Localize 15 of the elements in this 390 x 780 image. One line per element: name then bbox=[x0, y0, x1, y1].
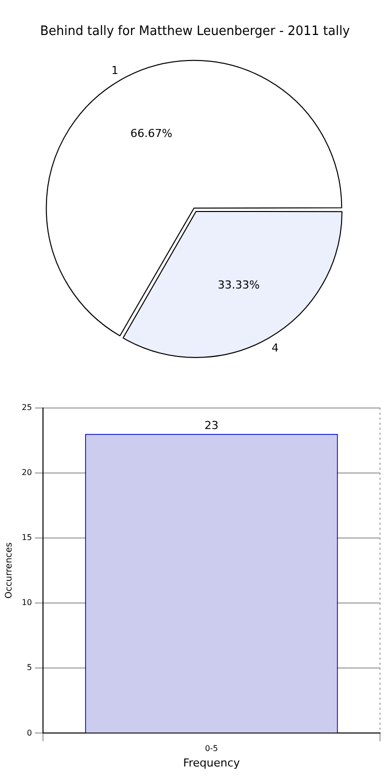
data-label: 33.33% bbox=[218, 278, 260, 292]
slice-label: 4 bbox=[272, 341, 279, 354]
x-axis-title: Frequency bbox=[183, 756, 240, 770]
data-label: 23 bbox=[204, 419, 218, 432]
y-tick-label: 15 bbox=[22, 533, 32, 542]
y-axis-title: Occurrences bbox=[4, 542, 15, 599]
y-tick-label: 10 bbox=[22, 598, 32, 608]
y-tick-label: 25 bbox=[22, 402, 32, 412]
y-tick-label: 5 bbox=[26, 663, 32, 672]
y-tick-label: 0 bbox=[26, 728, 32, 738]
x-tick-label: 0-5 bbox=[204, 744, 218, 754]
slice-label: 1 bbox=[111, 64, 118, 77]
y-tick-label: 20 bbox=[22, 468, 32, 477]
chart-title: Behind tally for Matthew Leuenberger - 2011 tally bbox=[40, 22, 350, 38]
data-label: 66.67% bbox=[130, 126, 172, 140]
